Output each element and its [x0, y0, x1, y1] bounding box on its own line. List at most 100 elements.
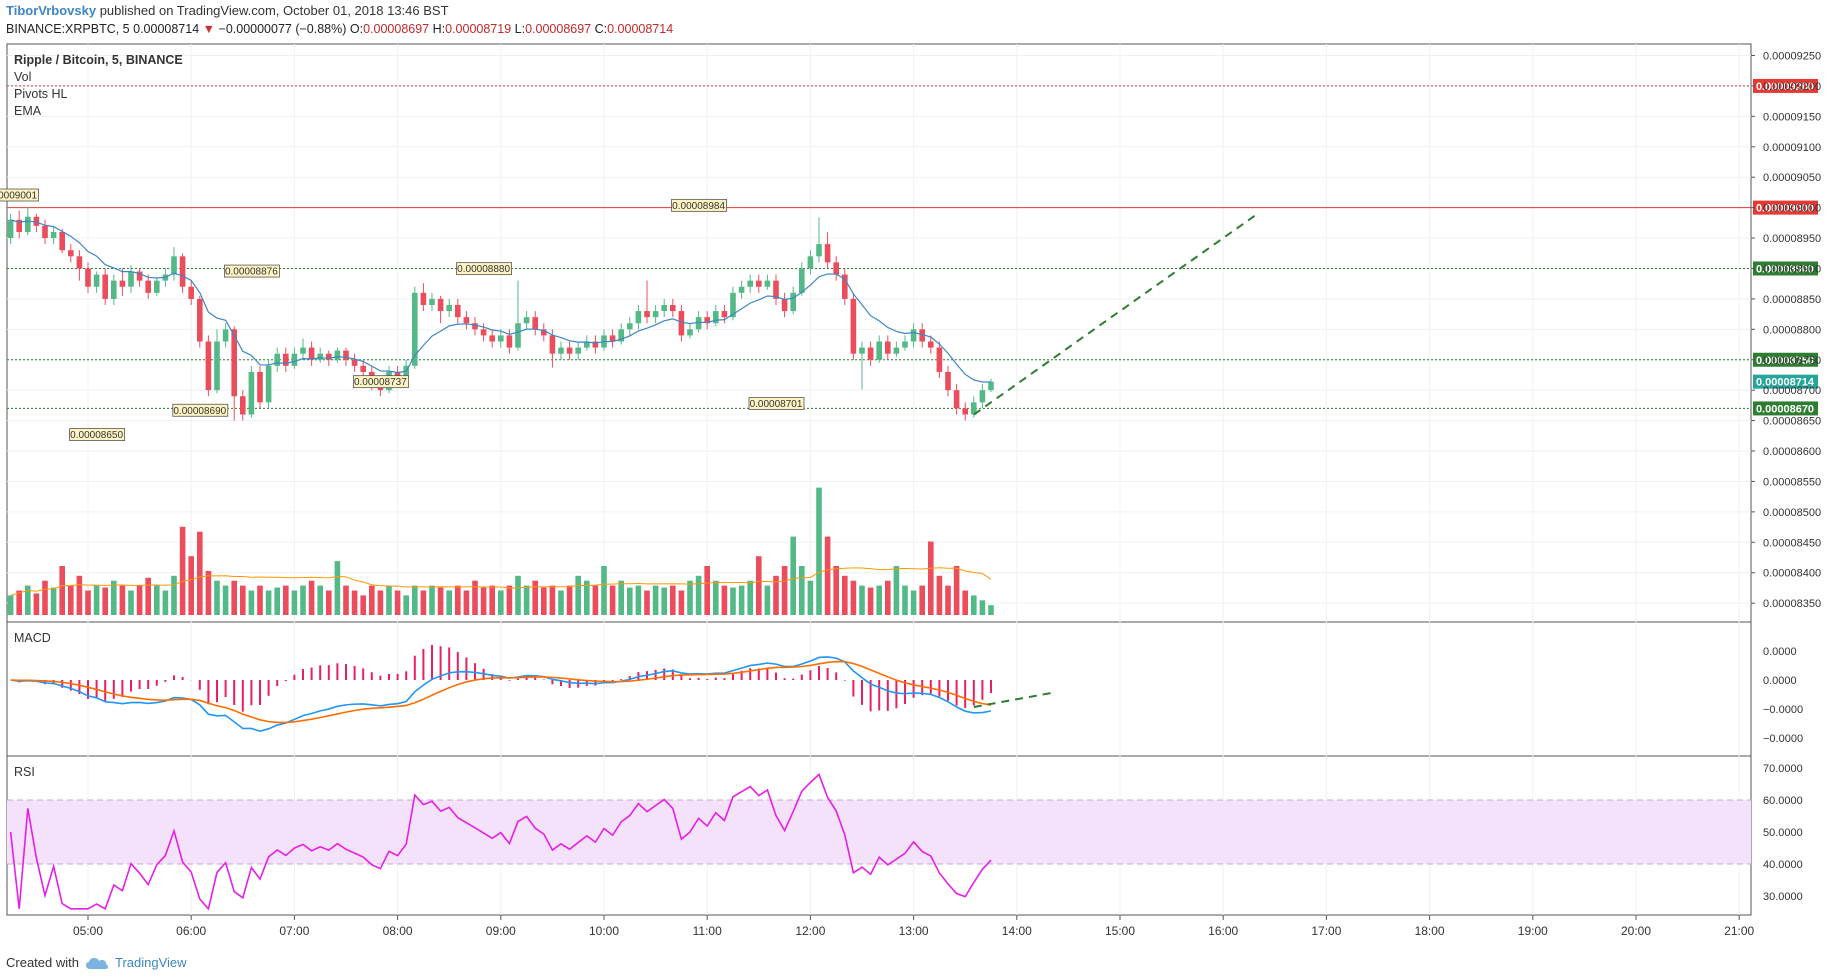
open-value: 0.00008697 — [363, 22, 430, 36]
candle — [102, 274, 108, 299]
rsi-line — [9, 773, 992, 911]
pivot-badge — [456, 262, 513, 276]
rsi-tick-label: 70.0000 — [1763, 763, 1803, 775]
candle — [687, 329, 693, 336]
candle — [541, 329, 547, 336]
volume-bar — [154, 585, 160, 615]
candle — [412, 292, 418, 366]
volume-bar — [119, 585, 126, 615]
volume-bar — [326, 590, 332, 615]
rsi-legend[interactable]: RSI — [14, 764, 35, 781]
candle — [670, 304, 676, 312]
author-link[interactable]: TiborVrbovsky — [6, 3, 97, 18]
price-tick-label: 0.00009050 — [1763, 172, 1821, 184]
price-tick-label: 0.00008850 — [1763, 294, 1821, 306]
publish-header: TiborVrbovsky published on TradingView.c… — [6, 3, 449, 18]
volume-bar — [68, 585, 74, 615]
volume-bar — [842, 575, 848, 615]
volume-bar — [283, 585, 289, 615]
volume-bar — [644, 590, 650, 615]
candle — [214, 341, 220, 391]
candle — [979, 390, 986, 403]
candle — [446, 304, 452, 312]
volume-bar — [988, 605, 994, 615]
price-tick-label: 0.00008950 — [1763, 233, 1821, 245]
candle — [16, 219, 22, 232]
volume-bar — [747, 580, 753, 615]
candle — [910, 329, 917, 342]
volume-bar — [317, 585, 323, 615]
price-tick-label: 0.00008550 — [1763, 476, 1821, 488]
price-tick-label: 0.00008450 — [1763, 537, 1821, 549]
candle — [781, 298, 788, 312]
volume-bar — [360, 595, 366, 615]
ema-indicator-label[interactable]: EMA — [14, 104, 42, 118]
price-tick-label: 0.00008900 — [1763, 263, 1821, 275]
volume-bar — [532, 580, 538, 615]
candle — [68, 250, 74, 257]
rsi-tick-label: 30.0000 — [1763, 891, 1803, 903]
volume-bar — [936, 575, 943, 615]
tradingview-brand[interactable]: TradingView — [114, 955, 187, 970]
volume-bar — [76, 575, 83, 615]
volume-bar — [549, 585, 556, 615]
candle — [695, 317, 702, 330]
volume-bar — [506, 585, 513, 615]
price-tick-label: 0.00008400 — [1763, 568, 1821, 580]
candle — [902, 341, 908, 348]
volume-bar — [179, 526, 186, 615]
candle — [575, 347, 581, 354]
projection-line — [973, 212, 1259, 416]
time-tick-label: 11:00 — [693, 924, 722, 938]
volume-bar — [231, 580, 237, 615]
price-tick-label: 0.00008500 — [1763, 507, 1821, 519]
price-tick-label: 0.00008600 — [1763, 446, 1821, 458]
symbol-title[interactable]: Ripple / Bitcoin, 5, BINANCE — [14, 53, 183, 67]
rsi-band-fill — [7, 800, 1751, 864]
pivot-badge — [671, 198, 727, 212]
volume-bar — [455, 585, 461, 615]
low-label: L: — [514, 22, 526, 36]
macd-label[interactable]: MACD — [14, 631, 51, 645]
volume-bar — [928, 541, 934, 615]
rsi-label[interactable]: RSI — [14, 765, 35, 779]
vol-indicator-label[interactable]: Vol — [14, 70, 32, 84]
candle — [222, 329, 229, 342]
volume-bar — [807, 580, 814, 615]
candle — [429, 298, 435, 305]
candle — [661, 304, 667, 312]
candle — [463, 317, 470, 324]
macd-tick-label: 0.0000 — [1763, 646, 1797, 658]
volume-bar — [214, 580, 220, 615]
price-axis[interactable]: 0.00009250 0.00009200 0.00009150 0.00009100… — [1751, 51, 1821, 611]
volume-bar — [265, 590, 272, 615]
volume-bar — [824, 536, 831, 615]
candle — [721, 311, 728, 318]
volume-bar — [558, 590, 564, 615]
candle — [833, 262, 839, 275]
time-axis[interactable]: 05:00 06:00 07:00 08:00 09:00 10:00 11:00 12:00… — [73, 915, 1755, 938]
volume-bar — [446, 590, 452, 615]
volume-bar — [713, 580, 719, 615]
candle — [76, 256, 83, 269]
candle — [343, 350, 349, 360]
volume-bar — [859, 585, 865, 615]
pivot-label: 0.00008984 — [672, 201, 725, 212]
pivots-indicator-label[interactable]: Pivots HL — [14, 87, 68, 101]
volume-bar — [979, 600, 986, 615]
candle — [824, 244, 831, 263]
candle — [704, 317, 710, 324]
volume-bar — [833, 566, 839, 615]
level-badge-label: 0.00008900 — [1756, 263, 1814, 275]
candle — [971, 402, 977, 415]
volume-bar — [687, 580, 693, 615]
volume-bar — [601, 566, 607, 615]
projection-lines — [973, 212, 1259, 416]
candle — [928, 341, 934, 348]
candle — [515, 323, 521, 348]
volume-bar — [171, 575, 177, 615]
pivot-badge — [69, 428, 125, 442]
level-badge-label: 0.00008670 — [1756, 403, 1814, 415]
macd-legend[interactable]: MACD — [14, 630, 51, 647]
